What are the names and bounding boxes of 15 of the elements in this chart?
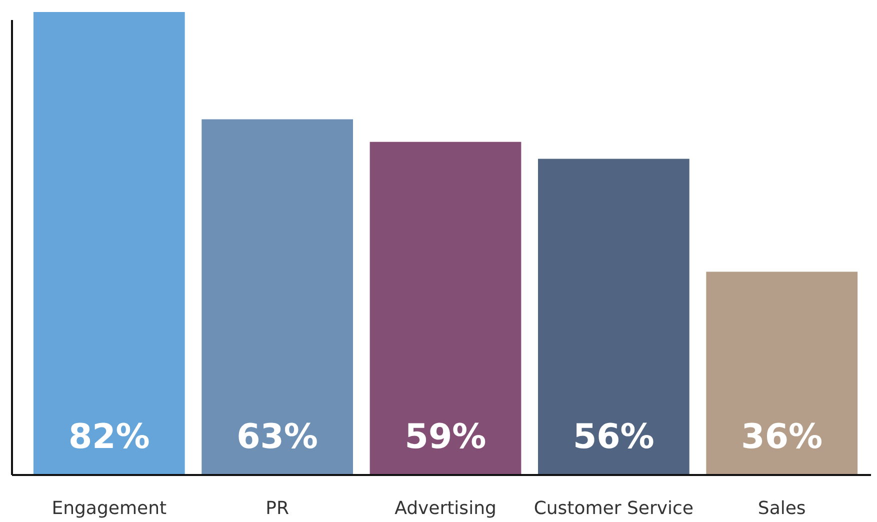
bar — [33, 12, 185, 475]
bar — [706, 272, 858, 475]
data-label: 36% — [741, 417, 823, 457]
data-label: 63% — [236, 417, 318, 457]
x-tick-label: Customer Service — [534, 498, 694, 519]
x-tick-label: Engagement — [52, 498, 167, 519]
data-label: 56% — [572, 417, 654, 457]
data-label: 82% — [68, 417, 150, 457]
x-tick-label: Advertising — [394, 498, 496, 519]
data-label: 59% — [404, 417, 486, 457]
bar — [538, 158, 690, 475]
bar — [202, 119, 353, 475]
x-tick-label: Sales — [758, 498, 806, 519]
x-tick-label: PR — [266, 498, 290, 519]
bar — [370, 142, 522, 475]
